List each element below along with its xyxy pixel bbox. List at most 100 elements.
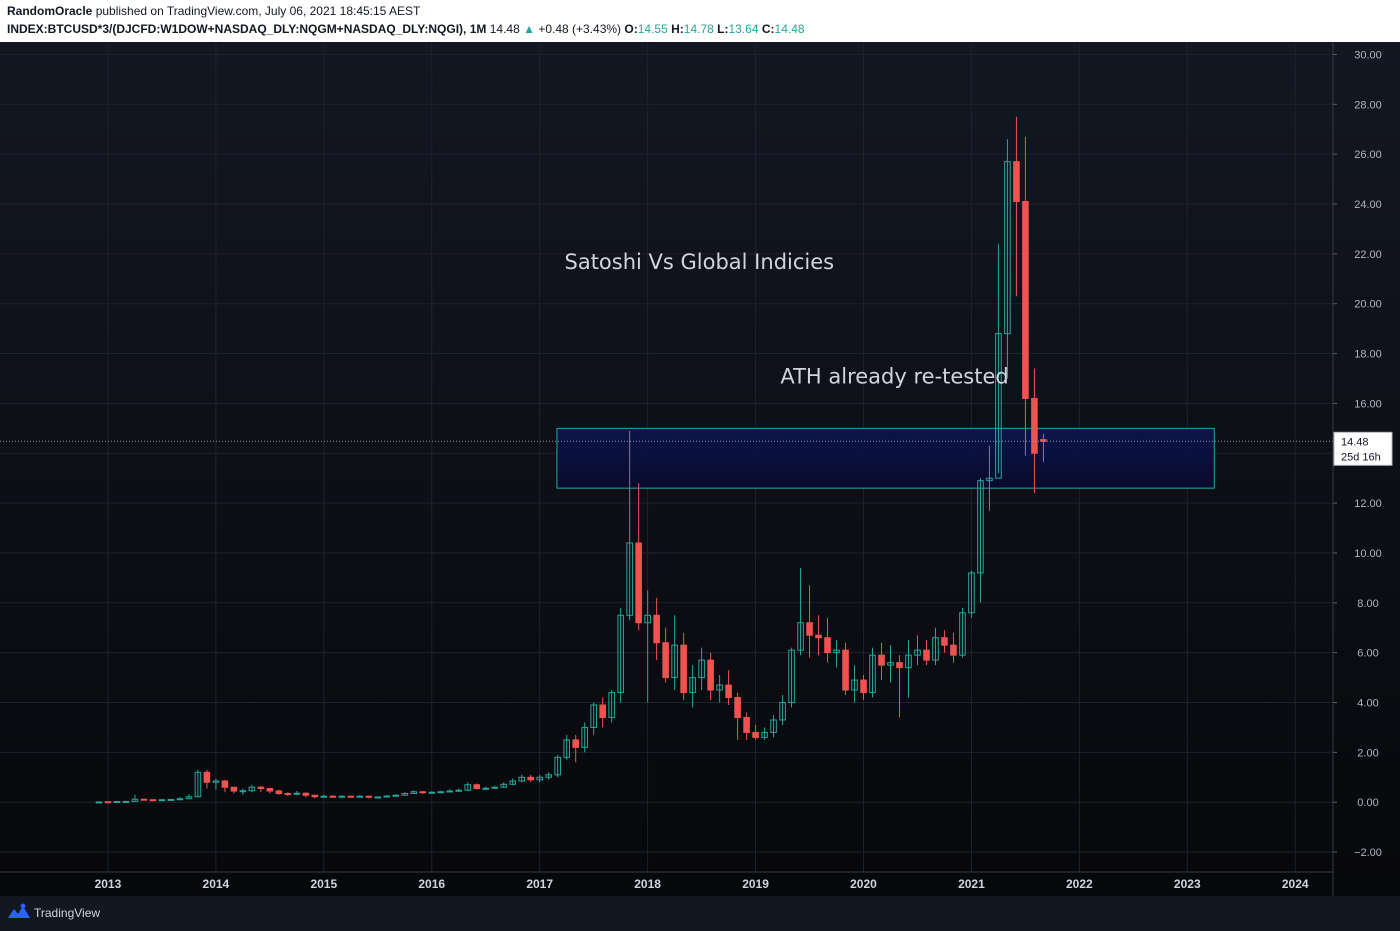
candle [338, 795, 346, 798]
candle-body [779, 702, 786, 721]
candle-body [482, 787, 490, 790]
tradingview-logo-icon[interactable] [7, 903, 31, 923]
candle [167, 798, 175, 801]
candle [536, 774, 544, 783]
x-tick-label: 2017 [526, 877, 553, 891]
candle-body [383, 795, 391, 798]
candle-body [95, 801, 103, 804]
candle [518, 774, 526, 783]
candle-body [176, 798, 184, 801]
candle-body [1004, 161, 1011, 335]
chart-header: RandomOracle published on TradingView.co… [0, 0, 1400, 42]
candle-body [698, 659, 705, 679]
candle-body [1022, 201, 1029, 399]
footer: TradingView [0, 896, 1400, 931]
candle [356, 795, 364, 798]
candle-body [338, 795, 346, 798]
brand-label[interactable]: TradingView [34, 906, 101, 920]
y-tick-label: 20.00 [1354, 299, 1382, 311]
candle [878, 642, 885, 681]
x-tick-label: 2015 [310, 877, 337, 891]
candle-body [752, 731, 759, 738]
candle [806, 585, 813, 658]
candle [707, 652, 714, 701]
candle [734, 692, 741, 740]
candle [815, 615, 822, 656]
candle-body [887, 662, 894, 666]
open-label: O: [624, 22, 638, 36]
candle [1013, 116, 1020, 297]
candle [860, 675, 867, 701]
candle-body [410, 791, 418, 794]
candle [491, 785, 499, 789]
candle [608, 690, 615, 723]
candle [689, 665, 696, 708]
published-text: published on TradingView.com, July 06, 2… [95, 4, 421, 18]
candle [419, 790, 427, 794]
y-tick-label: 0.00 [1357, 797, 1378, 809]
candle [455, 788, 463, 792]
candle [887, 645, 894, 683]
candle-body [392, 794, 400, 797]
candle-body [1031, 397, 1038, 454]
candle-body [194, 771, 202, 798]
candle [905, 640, 912, 698]
y-tick-label: −2.00 [1354, 847, 1382, 859]
candle [212, 778, 220, 790]
candle-body [716, 684, 723, 691]
chart-annotation-text: Satoshi Vs Global Indicies [565, 250, 835, 274]
candle [626, 430, 633, 621]
candle-body [554, 756, 561, 776]
candle [833, 640, 840, 668]
chart-annotation-text: ATH already re-tested [780, 364, 1008, 388]
ath-zone-rectangle [556, 427, 1215, 489]
candle-body [518, 776, 526, 782]
candle-body [563, 739, 570, 758]
candle [761, 727, 768, 740]
candle [671, 615, 678, 691]
time-axis[interactable]: 2013 2014 2015 2016 2017 2018 2019 2020 2021 2022… [0, 871, 1333, 891]
candle [401, 792, 409, 796]
candle-body [590, 704, 597, 728]
candle [1022, 136, 1029, 456]
author-name[interactable]: RandomOracle [7, 4, 93, 18]
x-tick-label: 2013 [95, 877, 122, 891]
candle-body [680, 644, 687, 694]
candle-body [581, 726, 588, 748]
close-value: 14.48 [774, 22, 805, 36]
candle-body [239, 790, 247, 793]
candle-body [995, 333, 1002, 479]
candle [995, 243, 1002, 479]
candle-body [374, 796, 382, 799]
candles [95, 116, 1047, 804]
candle [662, 627, 669, 683]
candle [257, 786, 265, 793]
candle-body [653, 614, 660, 644]
x-tick-label: 2023 [1174, 877, 1201, 891]
x-tick-label: 2022 [1066, 877, 1093, 891]
price-axis[interactable]: 30.00 28.00 26.00 24.00 22.00 20.00 18.00 16.00… [1332, 42, 1382, 896]
candle-body [806, 622, 813, 636]
candle [95, 801, 103, 804]
candle-body [635, 542, 642, 624]
price-chart[interactable]: Satoshi Vs Global Indicies ATH already re… [0, 42, 1400, 896]
candle [725, 670, 732, 706]
candle [779, 695, 786, 725]
candle-body [914, 649, 921, 656]
candle [644, 590, 651, 703]
chart-area[interactable]: Satoshi Vs Global Indicies ATH already re… [0, 42, 1400, 896]
candle-body [671, 644, 678, 679]
candle-body [1040, 439, 1047, 442]
candle-body [959, 612, 966, 656]
y-tick-label: 6.00 [1357, 648, 1378, 660]
candle [275, 789, 283, 795]
candle-body [122, 800, 130, 803]
candle-body [149, 799, 157, 802]
candle [311, 794, 319, 799]
candle-body [455, 789, 463, 792]
candle-body [428, 791, 436, 794]
candle [347, 795, 355, 798]
candle [932, 627, 939, 666]
candle-body [140, 798, 148, 801]
candle-body [365, 795, 373, 798]
